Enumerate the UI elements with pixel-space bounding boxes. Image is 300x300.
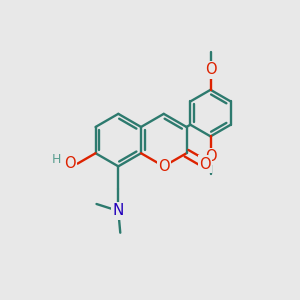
Text: H: H [52,153,62,166]
Text: O: O [64,156,76,171]
Text: O: O [205,149,216,164]
Text: N: N [112,203,124,218]
Text: O: O [158,159,169,174]
Text: O: O [205,62,216,77]
Text: O: O [200,157,211,172]
